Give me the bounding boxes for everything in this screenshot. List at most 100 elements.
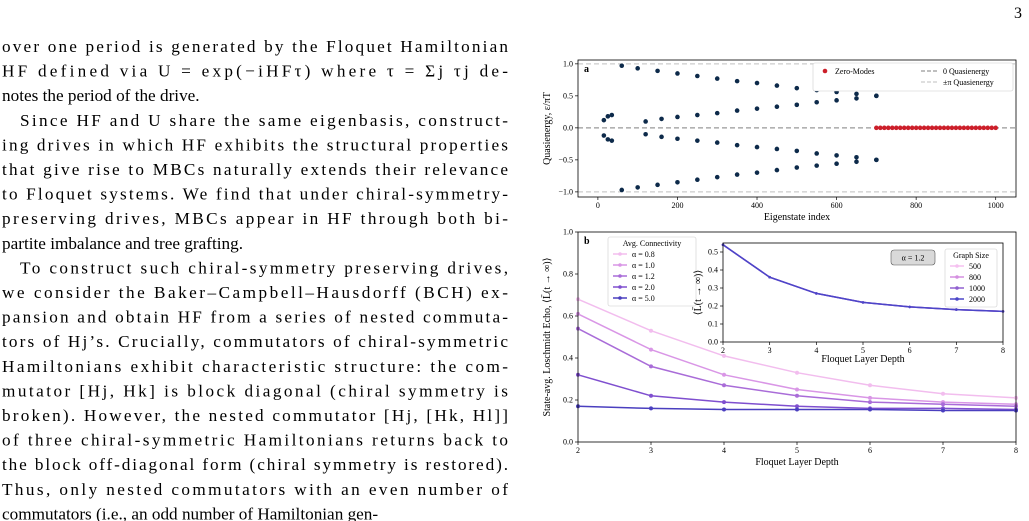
x-tick-label: 0 <box>596 201 600 210</box>
point <box>794 165 800 170</box>
point <box>774 83 780 88</box>
point <box>905 125 911 131</box>
x-axis-label: Floquet Layer Depth <box>755 457 838 468</box>
text-line: Thus, only nested commutators with an ev… <box>2 480 508 499</box>
point <box>635 66 640 71</box>
marker <box>722 383 726 388</box>
legend-marker <box>618 252 622 256</box>
point <box>655 182 660 188</box>
marker <box>868 395 872 400</box>
point <box>909 125 915 131</box>
point <box>929 125 935 131</box>
axes-frame <box>577 231 1017 443</box>
text-line: HF defined via U = exp(−iHFτ) where τ = … <box>2 62 508 81</box>
point <box>913 125 919 131</box>
x-tick-label: 8 <box>1014 446 1018 455</box>
legend-box <box>944 248 998 308</box>
text-line: preserving drives, MBCs appear in HF thr… <box>2 209 508 228</box>
x-tick-label: 8 <box>1001 346 1005 355</box>
legend-marker <box>955 275 959 279</box>
legend-label: 0 Quasienergy <box>943 67 989 76</box>
text-line: to Floquet systems. We find that under c… <box>2 185 508 204</box>
point <box>965 125 971 131</box>
marker <box>795 393 799 398</box>
legend-marker <box>618 263 622 267</box>
annotation-box <box>890 249 936 266</box>
point <box>714 140 720 145</box>
x-tick-label: 400 <box>751 201 763 210</box>
point <box>949 125 955 131</box>
x-tick-label: 2 <box>576 446 580 455</box>
marker <box>649 393 653 398</box>
point <box>874 157 879 163</box>
marker <box>908 305 911 309</box>
y-axis-label: Quasienergy, ε/πT <box>542 92 553 165</box>
marker <box>649 347 653 352</box>
legend-marker <box>955 264 959 268</box>
x-tick-label: 4 <box>814 346 818 355</box>
point <box>794 102 800 108</box>
legend-title: Graph Size <box>953 251 989 260</box>
point <box>714 110 720 116</box>
x-tick-label: 200 <box>671 201 683 210</box>
point <box>754 144 760 150</box>
x-axis-label: Floquet Layer Depth <box>821 354 904 365</box>
text-line: pansion and obtain HF from a series of n… <box>2 308 508 327</box>
point <box>734 172 740 177</box>
x-tick-label: 600 <box>831 201 843 210</box>
point <box>897 125 903 131</box>
text-line: we consider the Baker–Campbell–Hausdorff… <box>2 283 508 302</box>
point <box>969 125 975 131</box>
point <box>981 125 987 131</box>
point <box>993 125 999 131</box>
point <box>643 119 648 124</box>
point <box>695 177 700 183</box>
text-line: commutators (i.e., an odd number of Hami… <box>2 504 378 521</box>
x-tick-label: 2 <box>721 346 725 355</box>
point <box>601 117 607 123</box>
y-tick-label: 0.3 <box>708 284 718 293</box>
legend-label: 800 <box>969 273 981 282</box>
point <box>675 71 680 76</box>
marker <box>941 391 945 396</box>
point <box>921 125 927 131</box>
point <box>794 148 800 154</box>
legend-label: 2000 <box>969 295 985 304</box>
marker <box>795 404 799 409</box>
point <box>814 163 819 168</box>
marker <box>795 370 799 375</box>
point <box>874 125 879 131</box>
point <box>889 125 895 131</box>
x-axis-label: Eigenstate index <box>764 212 830 223</box>
marker <box>722 353 726 358</box>
text-line: Since HF and U share the same eigenbasis… <box>20 111 508 130</box>
point <box>973 125 979 131</box>
point <box>961 125 967 131</box>
legend-label: α = 0.8 <box>632 250 655 259</box>
point <box>605 137 611 142</box>
point <box>945 125 951 131</box>
legend-marker <box>955 286 959 290</box>
point <box>675 136 680 142</box>
point <box>937 125 943 131</box>
legend-label: 1000 <box>969 284 985 293</box>
point <box>941 125 947 131</box>
figure: 0 200 400 600 800 1000 −1.0 −0.5 0.0 0.5 1.0 Eigens… <box>541 59 1018 468</box>
legend-label: α = 2.0 <box>632 283 655 292</box>
point <box>854 96 859 101</box>
legend-label: 500 <box>969 262 981 271</box>
point <box>985 125 991 131</box>
point <box>601 133 607 138</box>
y-axis-label: State-avg. Loschmidt Echo, ⟨L̄(t → ∞)⟩ <box>541 257 553 416</box>
point <box>774 167 780 173</box>
y-tick-label: 0.1 <box>708 320 718 329</box>
x-tick-label: 6 <box>868 446 872 455</box>
point <box>874 93 879 99</box>
point <box>635 185 640 190</box>
marker <box>795 387 799 392</box>
point <box>885 125 891 131</box>
y-tick-label: 0.0 <box>563 123 573 132</box>
text-line: tors of Hj’s. Crucially, commutators of … <box>2 332 508 351</box>
point <box>901 125 907 131</box>
legend-marker <box>618 274 622 278</box>
